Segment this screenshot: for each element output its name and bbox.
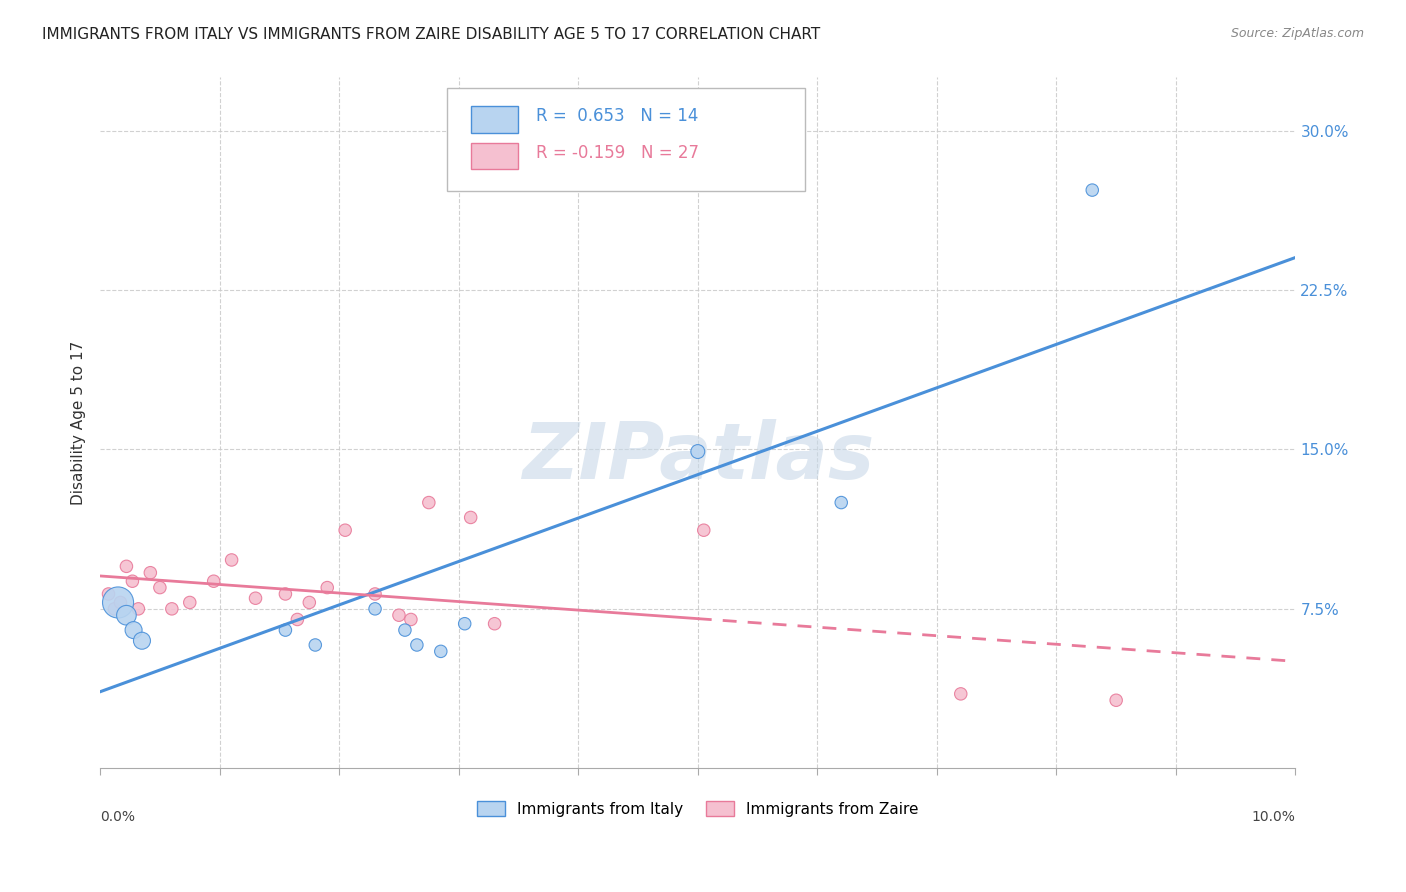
FancyBboxPatch shape bbox=[471, 106, 519, 133]
Point bbox=[460, 510, 482, 524]
Point bbox=[160, 602, 183, 616]
Point bbox=[399, 612, 422, 626]
Point bbox=[285, 612, 308, 626]
Point bbox=[107, 595, 129, 609]
Point bbox=[316, 581, 339, 595]
Point bbox=[139, 566, 162, 580]
Point bbox=[418, 495, 440, 509]
Point bbox=[454, 616, 477, 631]
Point bbox=[1081, 183, 1104, 197]
Point bbox=[274, 623, 297, 637]
Point bbox=[298, 595, 321, 609]
Point bbox=[122, 623, 145, 637]
Point bbox=[115, 608, 138, 623]
Point bbox=[364, 587, 387, 601]
Text: Source: ZipAtlas.com: Source: ZipAtlas.com bbox=[1230, 27, 1364, 40]
Point bbox=[949, 687, 972, 701]
Point bbox=[103, 602, 125, 616]
Point bbox=[149, 581, 172, 595]
Point bbox=[686, 444, 709, 458]
FancyBboxPatch shape bbox=[447, 87, 806, 192]
Y-axis label: Disability Age 5 to 17: Disability Age 5 to 17 bbox=[72, 341, 86, 505]
FancyBboxPatch shape bbox=[471, 143, 519, 169]
Text: 10.0%: 10.0% bbox=[1251, 810, 1295, 823]
Point bbox=[121, 574, 143, 589]
Point bbox=[693, 523, 716, 537]
Text: 0.0%: 0.0% bbox=[100, 810, 135, 823]
Point bbox=[245, 591, 267, 606]
Point bbox=[202, 574, 225, 589]
Point bbox=[304, 638, 326, 652]
Point bbox=[221, 553, 243, 567]
Point bbox=[394, 623, 416, 637]
Text: IMMIGRANTS FROM ITALY VS IMMIGRANTS FROM ZAIRE DISABILITY AGE 5 TO 17 CORRELATIO: IMMIGRANTS FROM ITALY VS IMMIGRANTS FROM… bbox=[42, 27, 821, 42]
Point bbox=[274, 587, 297, 601]
Point bbox=[110, 595, 132, 609]
Point bbox=[406, 638, 429, 652]
Point bbox=[115, 559, 138, 574]
Point bbox=[484, 616, 506, 631]
Point bbox=[97, 587, 120, 601]
Point bbox=[364, 602, 387, 616]
Text: ZIPatlas: ZIPatlas bbox=[522, 419, 875, 495]
Legend: Immigrants from Italy, Immigrants from Zaire: Immigrants from Italy, Immigrants from Z… bbox=[471, 795, 924, 822]
Point bbox=[131, 633, 153, 648]
Text: R =  0.653   N = 14: R = 0.653 N = 14 bbox=[537, 107, 699, 125]
Point bbox=[388, 608, 411, 623]
Point bbox=[430, 644, 453, 658]
Point bbox=[127, 602, 149, 616]
Point bbox=[830, 495, 852, 509]
Text: R = -0.159   N = 27: R = -0.159 N = 27 bbox=[537, 145, 699, 162]
Point bbox=[179, 595, 201, 609]
Point bbox=[333, 523, 356, 537]
Point bbox=[1105, 693, 1128, 707]
